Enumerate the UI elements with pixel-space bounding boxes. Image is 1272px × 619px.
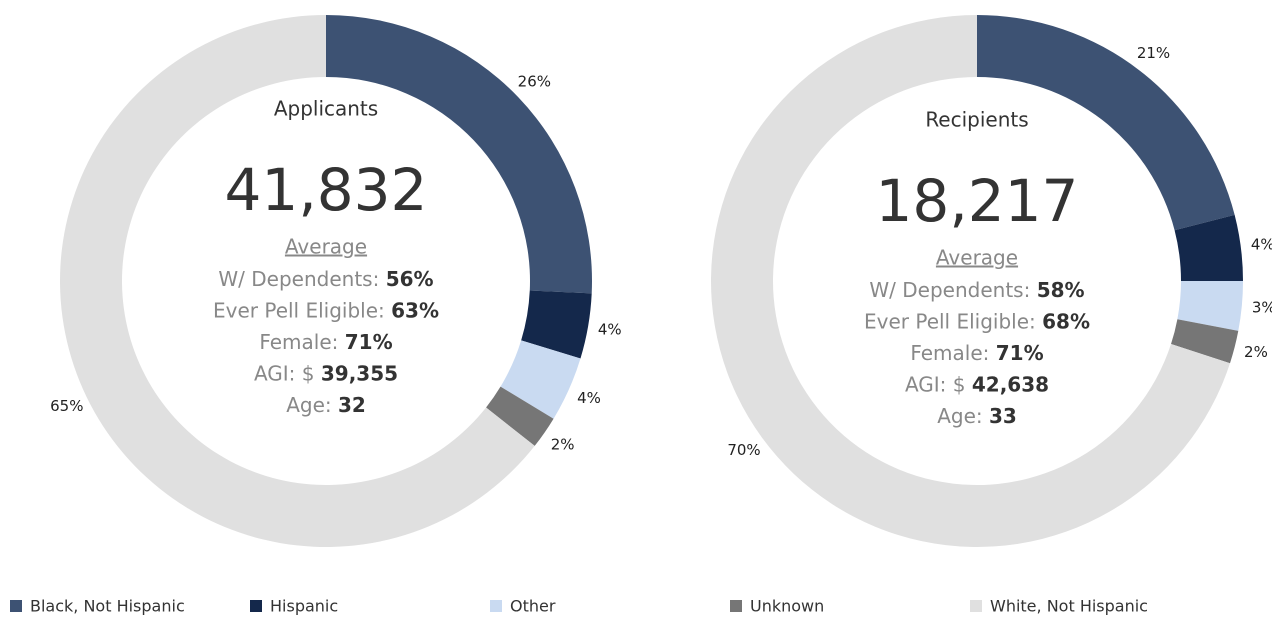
data-label: 4% xyxy=(577,389,601,407)
stat-label: Age: xyxy=(286,393,331,417)
stat-value: 71% xyxy=(996,341,1044,365)
legend-label: Unknown xyxy=(750,597,824,616)
stat-line: AGI: $ 42,638 xyxy=(905,372,1049,396)
data-label: 26% xyxy=(518,73,551,91)
data-label: 4% xyxy=(598,321,622,339)
stat-value: 42,638 xyxy=(972,372,1049,396)
center-subtitle: Average xyxy=(936,246,1018,270)
legend-swatch xyxy=(490,600,502,612)
stat-line: Female: 71% xyxy=(259,330,392,354)
stat-label: AGI: $ xyxy=(254,361,315,385)
legend-label: Other xyxy=(510,597,556,616)
stat-label: Female: xyxy=(259,330,338,354)
donut-segment xyxy=(326,15,592,294)
legend-label: Hispanic xyxy=(270,597,338,616)
stat-line: W/ Dependents: 56% xyxy=(218,267,433,291)
center-title: Applicants xyxy=(274,97,378,121)
stat-line: Age: 33 xyxy=(937,404,1017,428)
stat-label: Ever Pell Eligible: xyxy=(864,309,1036,333)
center-total: 18,217 xyxy=(876,167,1079,235)
stat-line: Ever Pell Eligible: 68% xyxy=(864,309,1090,333)
data-label: 4% xyxy=(1251,235,1272,253)
center-total: 41,832 xyxy=(225,156,428,224)
data-label: 70% xyxy=(727,441,760,459)
stat-label: W/ Dependents: xyxy=(869,278,1030,302)
stat-label: W/ Dependents: xyxy=(218,267,379,291)
stat-line: W/ Dependents: 58% xyxy=(869,278,1084,302)
data-label: 3% xyxy=(1252,299,1272,317)
data-label: 65% xyxy=(50,397,83,415)
legend-swatch xyxy=(730,600,742,612)
legend-swatch xyxy=(10,600,22,612)
stat-label: Ever Pell Eligible: xyxy=(213,298,385,322)
stat-line: Female: 71% xyxy=(910,341,1043,365)
stat-value: 68% xyxy=(1042,309,1090,333)
center-subtitle: Average xyxy=(285,235,367,259)
donut-segment xyxy=(500,340,581,419)
stat-line: Age: 32 xyxy=(286,393,366,417)
donut-segment xyxy=(977,15,1235,231)
stat-line: Ever Pell Eligible: 63% xyxy=(213,298,439,322)
donut-segment xyxy=(486,386,554,446)
data-label: 21% xyxy=(1137,44,1170,62)
legend-label: White, Not Hispanic xyxy=(990,597,1148,616)
center-title: Recipients xyxy=(925,108,1028,132)
donut-segment xyxy=(1177,281,1243,331)
donut-segment xyxy=(1174,214,1243,281)
donut-segment xyxy=(1171,319,1239,364)
stat-value: 33 xyxy=(989,404,1017,428)
stat-label: AGI: $ xyxy=(905,372,966,396)
data-label: 2% xyxy=(551,436,575,454)
legend-swatch xyxy=(250,600,262,612)
legend-swatch xyxy=(970,600,982,612)
legend-label: Black, Not Hispanic xyxy=(30,597,185,616)
stat-value: 63% xyxy=(391,298,439,322)
stat-value: 32 xyxy=(338,393,366,417)
stat-value: 56% xyxy=(386,267,434,291)
stat-value: 39,355 xyxy=(321,361,398,385)
stat-value: 58% xyxy=(1037,278,1085,302)
stat-line: AGI: $ 39,355 xyxy=(254,361,398,385)
stat-value: 71% xyxy=(345,330,393,354)
data-label: 2% xyxy=(1244,343,1268,361)
donut-segment xyxy=(521,290,592,359)
stat-label: Female: xyxy=(910,341,989,365)
stat-label: Age: xyxy=(937,404,982,428)
